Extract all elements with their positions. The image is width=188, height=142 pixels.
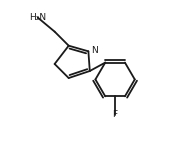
- Text: F: F: [113, 110, 118, 119]
- Text: H₂N: H₂N: [29, 13, 46, 22]
- Text: N: N: [91, 46, 98, 55]
